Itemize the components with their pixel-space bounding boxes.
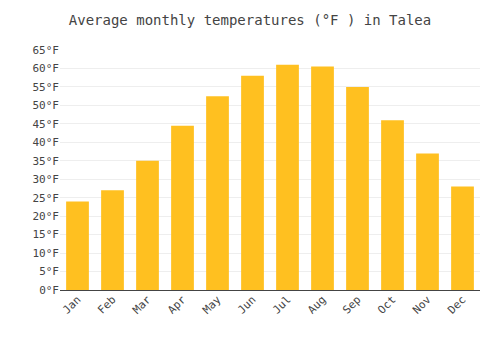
svg-text:35°F: 35°F [33, 155, 60, 168]
svg-text:40°F: 40°F [33, 136, 60, 149]
svg-text:55°F: 55°F [33, 81, 60, 94]
svg-text:45°F: 45°F [33, 118, 60, 131]
svg-text:30°F: 30°F [33, 173, 60, 186]
svg-text:0°F: 0°F [39, 284, 59, 297]
svg-text:Mar: Mar [130, 293, 154, 317]
svg-text:Dec: Dec [445, 293, 468, 316]
svg-text:60°F: 60°F [33, 62, 60, 75]
svg-text:Apr: Apr [165, 293, 189, 317]
svg-text:5°F: 5°F [39, 265, 59, 278]
svg-text:Nov: Nov [410, 293, 434, 317]
svg-text:50°F: 50°F [33, 99, 60, 112]
svg-text:Jul: Jul [270, 293, 293, 316]
svg-text:Jun: Jun [235, 293, 258, 316]
svg-text:25°F: 25°F [33, 192, 60, 205]
svg-text:65°F: 65°F [33, 44, 60, 57]
svg-text:Aug: Aug [305, 293, 328, 316]
svg-text:20°F: 20°F [33, 210, 60, 223]
svg-text:Oct: Oct [375, 293, 398, 316]
svg-text:15°F: 15°F [33, 228, 60, 241]
svg-text:Jan: Jan [60, 293, 83, 316]
svg-text:10°F: 10°F [33, 247, 60, 260]
svg-text:May: May [200, 293, 224, 317]
svg-text:Feb: Feb [95, 293, 118, 316]
svg-text:Average monthly temperatures (: Average monthly temperatures (°F ) in Ta… [69, 12, 431, 28]
svg-text:Sep: Sep [340, 293, 363, 316]
